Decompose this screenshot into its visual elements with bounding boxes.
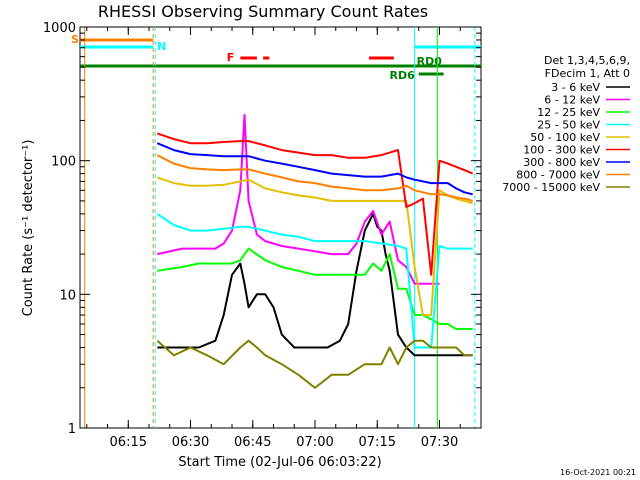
series-line-7	[156, 154, 473, 202]
series-layer	[156, 113, 474, 389]
flag-label-S: S	[71, 33, 79, 46]
y-tick-label-1: 10	[59, 288, 76, 303]
flag-label-RD6: RD6	[389, 69, 415, 82]
legend-label-7: 800 - 7000 keV	[516, 169, 600, 182]
series-line-0	[157, 212, 473, 357]
x-tick-label-2: 06:45	[234, 435, 271, 450]
legend-header-line1: Det 1,3,4,5,6,9,	[544, 54, 630, 67]
x-tick-label-1: 06:30	[172, 435, 209, 450]
flag-label-N: N	[157, 40, 166, 53]
chart-title: RHESSI Observing Summary Count Rates	[98, 2, 428, 21]
legend-label-8: 7000 - 15000 keV	[502, 181, 600, 194]
legend-label-1: 6 - 12 keV	[544, 94, 600, 107]
flag-label-F: F	[227, 51, 235, 64]
legend-label-5: 100 - 300 keV	[523, 144, 600, 157]
series-line-4	[156, 176, 473, 316]
legend-header-line2: FDecim 1, Att 0	[545, 67, 630, 80]
plot-frame	[79, 26, 482, 429]
y-tick-label-0: 1	[68, 422, 76, 437]
series-line-3	[156, 213, 473, 349]
x-tick-label-5: 07:30	[421, 435, 458, 450]
y-tick-label-3: 1000	[43, 21, 76, 36]
series-line-5	[156, 132, 474, 276]
x-tick-label-3: 07:00	[296, 435, 333, 450]
axis-layer: 06:15 06:30 06:45 07:00 07:15 07:30 1 10 100 1000	[43, 21, 482, 450]
legend-label-0: 3 - 6 keV	[551, 81, 600, 94]
series-line-1	[157, 113, 440, 285]
x-tick-label-4: 07:15	[359, 435, 396, 450]
x-axis-label: Start Time (02-Jul-06 06:03:22)	[178, 455, 381, 470]
y-tick-label-2: 100	[51, 155, 76, 170]
series-line-2	[157, 247, 473, 330]
y-axis-label: Count Rate (s⁻¹ detector⁻¹)	[21, 140, 36, 317]
flag-label-RD0: RD0	[417, 55, 443, 68]
legend-label-2: 12 - 25 keV	[537, 106, 600, 119]
series-line-6	[156, 142, 473, 196]
footer-date: 16-Oct-2021 00:21	[560, 468, 636, 477]
legend-label-4: 50 - 100 keV	[530, 131, 600, 144]
x-tick-label-0: 06:15	[110, 435, 147, 450]
series-line-8	[156, 339, 473, 389]
legend-label-3: 25 - 50 keV	[537, 119, 600, 132]
legend-label-6: 300 - 800 keV	[523, 156, 600, 169]
